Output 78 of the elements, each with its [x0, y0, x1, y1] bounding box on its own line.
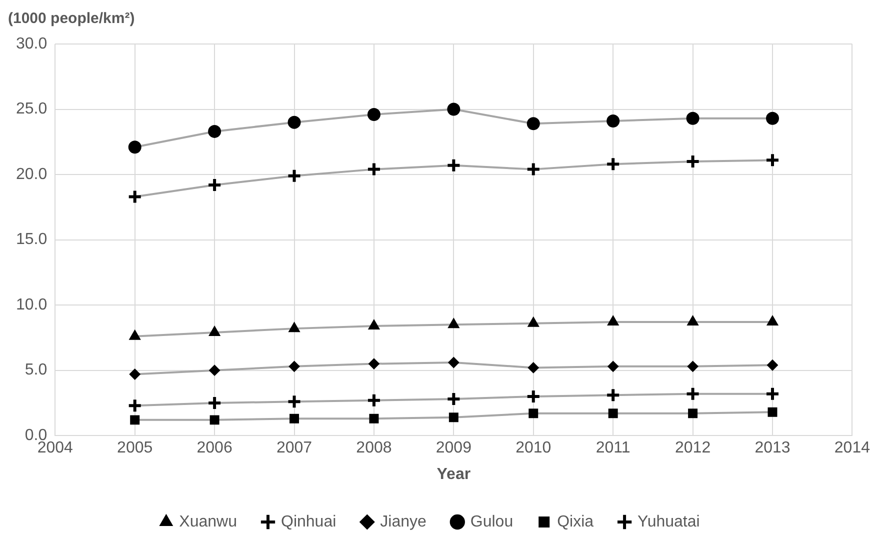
- point: [366, 162, 382, 177]
- x-tick-label: 2010: [516, 440, 552, 457]
- point: [129, 368, 140, 380]
- point: [528, 316, 540, 327]
- point: [446, 392, 462, 407]
- point: [766, 112, 779, 125]
- point: [606, 114, 620, 128]
- point: [528, 408, 538, 418]
- legend-label: Qinhuai: [280, 513, 336, 530]
- point: [686, 112, 700, 125]
- point: [207, 177, 222, 192]
- y-tick-label: 25.0: [16, 100, 48, 118]
- point: [447, 102, 460, 116]
- legend-label: Qixia: [557, 513, 594, 530]
- point: [526, 388, 541, 404]
- point: [608, 408, 618, 418]
- y-tick-label: 10.0: [16, 296, 48, 314]
- point: [687, 316, 698, 326]
- point: [129, 330, 141, 340]
- point: [446, 158, 462, 173]
- point: [685, 154, 700, 169]
- point: [288, 116, 301, 129]
- point: [286, 168, 302, 184]
- point: [607, 316, 619, 326]
- point: [208, 124, 222, 138]
- point: [766, 316, 778, 326]
- point: [448, 412, 458, 422]
- x-tick-label: 2007: [276, 440, 312, 457]
- point: [448, 318, 460, 328]
- point: [766, 360, 778, 371]
- point: [764, 386, 780, 402]
- x-tick-label: 2013: [754, 440, 790, 457]
- point: [288, 322, 300, 332]
- point: [368, 358, 380, 370]
- y-tick-label: 15.0: [16, 231, 48, 248]
- legend-label: Yuhuatai: [638, 513, 700, 530]
- point: [687, 360, 698, 372]
- point: [286, 394, 302, 410]
- x-tick-label: 2005: [117, 440, 153, 457]
- point: [366, 392, 382, 408]
- point: [369, 414, 379, 424]
- x-tick-label: 2006: [196, 440, 232, 457]
- point: [368, 319, 380, 330]
- point: [528, 362, 539, 374]
- y-tick-label: 30.0: [16, 35, 48, 52]
- x-tick-label: 2011: [596, 440, 630, 457]
- point: [367, 108, 380, 121]
- point: [764, 152, 780, 168]
- point: [207, 395, 222, 410]
- x-tick-label: 2012: [674, 440, 711, 457]
- point: [606, 388, 621, 403]
- point: [290, 414, 299, 424]
- point: [688, 408, 698, 418]
- legend-label: Xuanwu: [179, 513, 238, 530]
- point: [448, 357, 460, 368]
- legend-label: Gulou: [470, 513, 514, 530]
- point: [685, 386, 700, 402]
- x-tick-label: 2014: [834, 440, 870, 457]
- point: [209, 364, 220, 376]
- point: [127, 398, 142, 414]
- point: [210, 415, 220, 425]
- legend-label: Jianye: [380, 513, 426, 530]
- point: [608, 360, 619, 372]
- point: [130, 415, 140, 425]
- point: [526, 117, 540, 130]
- point: [128, 140, 142, 154]
- point: [288, 360, 300, 372]
- point: [127, 189, 142, 204]
- x-axis-title: Year: [436, 466, 471, 483]
- point: [606, 156, 621, 172]
- y-tick-label: 5.0: [24, 362, 48, 379]
- x-tick-label: 2008: [356, 440, 392, 457]
- y-tick-label: 20.0: [16, 166, 48, 183]
- point: [526, 162, 541, 177]
- x-tick-label: 2009: [436, 440, 472, 457]
- y-axis-title: (1000 people/km²): [8, 10, 135, 27]
- point: [768, 407, 778, 417]
- point: [208, 326, 220, 336]
